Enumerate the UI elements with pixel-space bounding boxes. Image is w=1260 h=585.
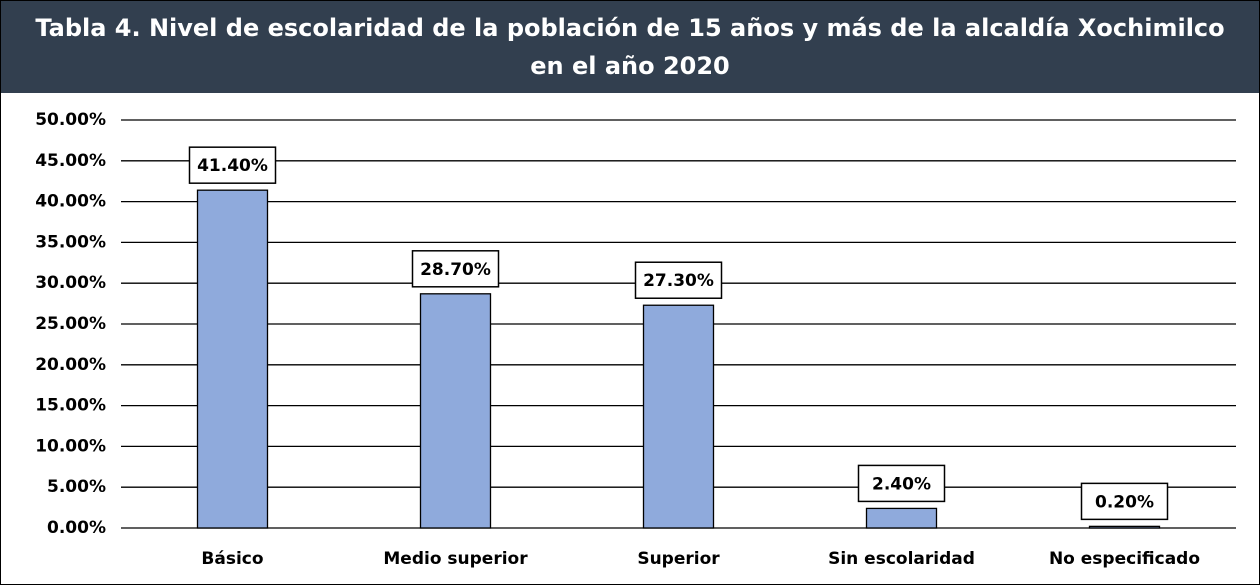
y-tick-label: 35.00% [35, 232, 106, 252]
bar [865, 507, 938, 529]
value-label-box [411, 250, 500, 288]
value-label-box [188, 146, 277, 184]
y-tick-label: 45.00% [35, 151, 106, 171]
chart-title: Tabla 4. Nivel de escolaridad de la pobl… [1, 1, 1259, 93]
value-label: 28.70% [420, 260, 491, 280]
y-tick-label: 0.00% [47, 518, 106, 538]
bar [642, 304, 715, 529]
x-tick-label: Superior [637, 549, 720, 569]
y-tick-label: 15.00% [35, 396, 106, 416]
value-label: 41.40% [197, 156, 268, 176]
bar [419, 293, 492, 529]
x-tick-label: Sin escolaridad [828, 549, 975, 569]
y-tick-label: 40.00% [35, 192, 106, 212]
y-tick-label: 10.00% [35, 436, 106, 456]
value-label-box [857, 464, 946, 503]
bar [1088, 525, 1161, 529]
y-tick-label: 30.00% [35, 273, 106, 293]
bar [196, 189, 269, 529]
value-label-box [1080, 482, 1169, 521]
y-tick-label: 20.00% [35, 355, 106, 375]
value-label-box [634, 261, 723, 299]
x-tick-label: Medio superior [383, 549, 528, 569]
x-tick-label: No especificado [1049, 549, 1200, 569]
y-tick-label: 50.00% [35, 110, 106, 130]
value-label: 2.40% [872, 474, 931, 494]
y-tick-label: 25.00% [35, 314, 106, 334]
x-tick-label: Básico [201, 549, 263, 569]
value-label: 27.30% [643, 271, 714, 291]
y-tick-label: 5.00% [47, 477, 106, 497]
value-label: 0.20% [1095, 492, 1154, 512]
